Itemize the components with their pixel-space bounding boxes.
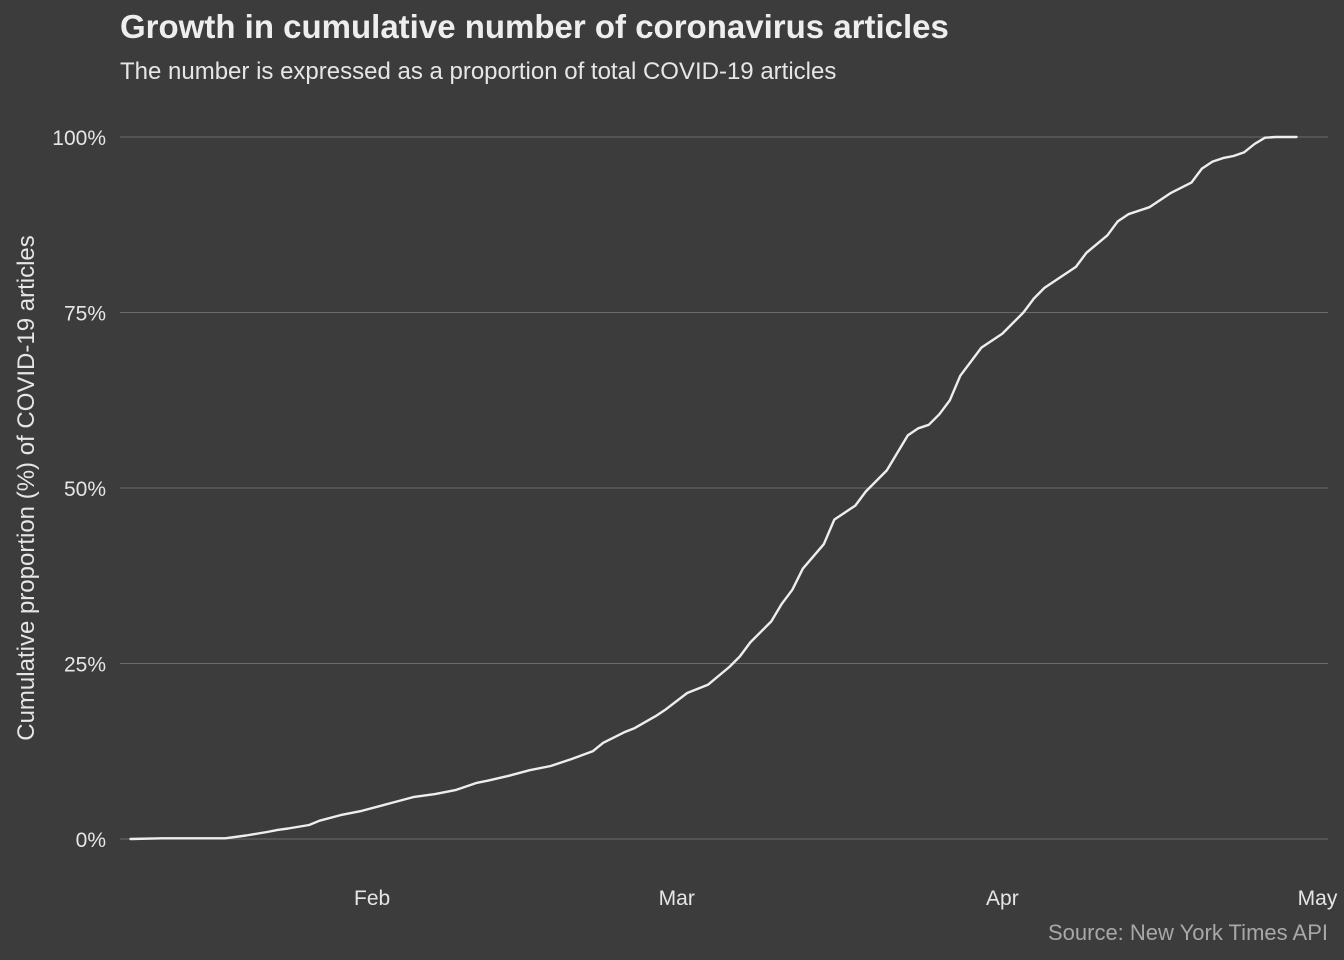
y-tick-label: 25% [64,654,106,677]
x-tick-label: Apr [986,887,1019,910]
y-tick-label: 75% [64,303,106,326]
chart-subtitle: The number is expressed as a proportion … [120,58,837,85]
chart-caption: Source: New York Times API [1047,920,1328,945]
y-tick-label: 0% [76,829,106,852]
x-tick-label: May [1298,887,1338,910]
gridlines [120,136,1328,840]
series-line [129,135,1298,841]
x-tick-label: Mar [659,887,695,910]
chart-title: Growth in cumulative number of coronavir… [120,8,949,45]
x-axis-tick-labels: Feb Mar Apr May [354,887,1338,910]
y-axis-tick-labels: 0% 25% 50% 75% 100% [52,127,106,852]
x-tick-label: Feb [354,887,390,910]
y-tick-label: 50% [64,478,106,501]
y-tick-label: 100% [52,127,106,150]
y-axis-title: Cumulative proportion (%) of COVID-19 ar… [13,235,40,741]
